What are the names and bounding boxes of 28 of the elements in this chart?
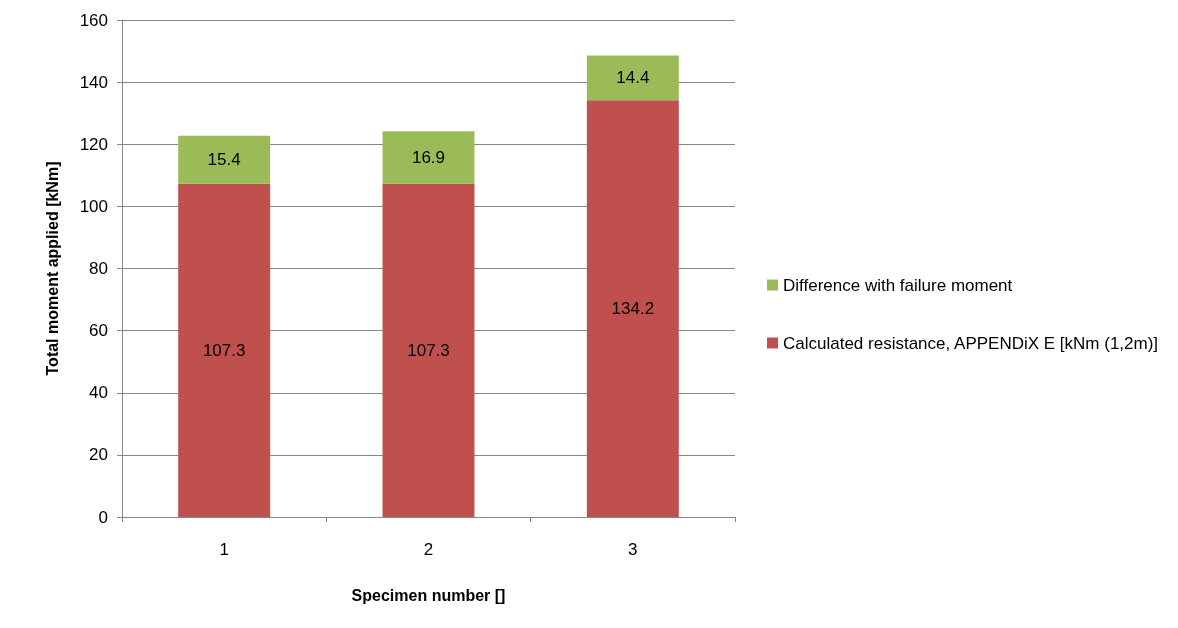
- y-tick-label: 100: [79, 196, 108, 216]
- bar: [382, 131, 475, 184]
- y-tick-label: 80: [89, 259, 108, 278]
- data-label: 134.2: [611, 299, 655, 319]
- y-tick-label: 120: [79, 134, 108, 154]
- y-tick-label: 160: [79, 10, 108, 30]
- y-axis-title: Total moment applied [kNm]: [43, 161, 61, 376]
- x-tick-label: 1: [219, 540, 229, 559]
- bar: [586, 55, 679, 101]
- bar: [382, 183, 475, 517]
- y-tick-label: 40: [89, 383, 108, 403]
- data-label: 107.3: [407, 340, 450, 360]
- x-axis-title: Specimen number []: [351, 586, 506, 604]
- bar: [178, 183, 271, 517]
- bar: [586, 100, 679, 517]
- y-tick-label: 140: [79, 72, 108, 92]
- y-tick-label: 20: [89, 445, 108, 465]
- legend-label: Difference with failure moment: [783, 275, 1013, 295]
- bar: [178, 135, 271, 184]
- data-label: 14.4: [616, 68, 650, 88]
- x-tick-label: 2: [423, 540, 434, 559]
- data-label: 16.9: [411, 147, 446, 167]
- legend-label: Calculated resistance, APPENDiX E [kNm (1,2m)]: [783, 333, 1159, 353]
- data-label: 15.4: [207, 150, 241, 170]
- data-label: 107.3: [202, 340, 246, 360]
- y-tick-label: 0: [98, 507, 108, 527]
- y-tick-label: 60: [89, 321, 108, 341]
- x-tick-label: 3: [628, 540, 638, 559]
